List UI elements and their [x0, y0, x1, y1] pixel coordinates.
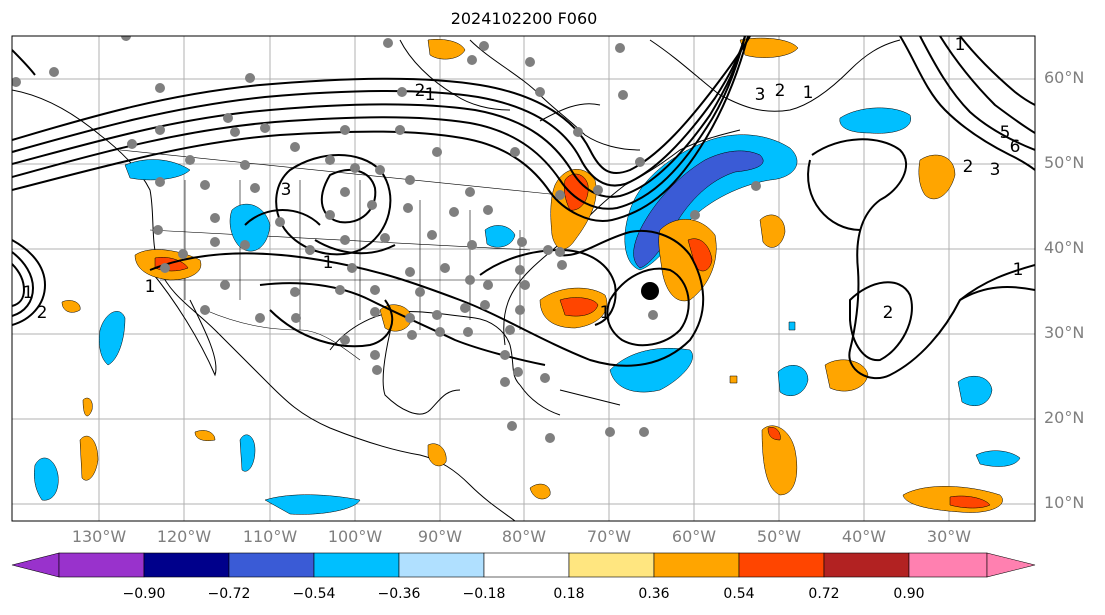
contour-label: 1	[145, 277, 156, 297]
contour-label: 2	[415, 81, 426, 101]
contour-label: 1	[23, 283, 34, 303]
lon-label: 90°W	[417, 527, 463, 546]
contour-lines	[12, 36, 1035, 380]
lon-label: 60°W	[671, 527, 717, 546]
colorbar-tick-label: 0.90	[893, 586, 925, 602]
colorbar	[11, 552, 1036, 578]
contour-label: 1	[323, 253, 334, 273]
colorbar-extend-high	[986, 552, 1036, 578]
lon-label: 40°W	[841, 527, 887, 546]
station-dots	[12, 36, 761, 443]
colorbar-segment	[908, 552, 988, 578]
map-frame	[11, 35, 1036, 522]
lon-label: 100°W	[327, 527, 383, 546]
lat-label: 50°N	[1044, 153, 1085, 172]
colorbar-segment	[58, 552, 145, 578]
lat-label: 20°N	[1044, 408, 1085, 427]
center-marker	[641, 282, 659, 300]
contour-label: 2	[775, 81, 786, 101]
lat-label: 10°N	[1044, 493, 1085, 512]
colorbar-tick-label: 0.72	[808, 586, 840, 602]
contour-label: 2	[37, 303, 48, 323]
contour-label: 3	[755, 85, 766, 105]
contour-label: 1	[955, 35, 966, 55]
lat-label: 60°N	[1044, 68, 1085, 87]
lon-label: 110°W	[242, 527, 298, 546]
contour-label: 5	[1000, 123, 1011, 143]
colorbar-tick-label: −0.36	[377, 586, 421, 602]
colorbar-segment	[738, 552, 825, 578]
lon-label: 130°W	[71, 527, 127, 546]
contour-label-group: 1 2 3 6 5 1 2 3 1 2 1 2 3 1 1 2 1 1	[23, 35, 1024, 323]
lon-label: 50°W	[756, 527, 802, 546]
contour-label: 3	[281, 180, 292, 200]
colorbar-tick-label: −0.90	[122, 586, 166, 602]
lon-label: 70°W	[586, 527, 632, 546]
colorbar-tick-label: −0.18	[462, 586, 506, 602]
colorbar-segment	[653, 552, 740, 578]
lat-label: 30°N	[1044, 323, 1085, 342]
contour-label: 2	[963, 157, 974, 177]
colorbar-segment	[143, 552, 230, 578]
colorbar-segment	[313, 552, 400, 578]
contour-label: 6	[1010, 137, 1021, 157]
colorbar-segment	[398, 552, 485, 578]
colorbar-segment	[228, 552, 315, 578]
lon-label: 30°W	[926, 527, 972, 546]
colorbar-tick-label: 0.54	[723, 586, 755, 602]
lon-label: 120°W	[156, 527, 212, 546]
colorbar-tick-label: 0.18	[553, 586, 585, 602]
anomaly-shading	[34, 37, 1021, 515]
colorbar-tick-label: 0.36	[638, 586, 670, 602]
colorbar-tick-label: −0.72	[207, 586, 251, 602]
colorbar-extend-low	[11, 552, 60, 578]
lat-label: 40°N	[1044, 238, 1085, 257]
colorbar-segment	[483, 552, 570, 578]
contour-label: 1	[425, 85, 436, 105]
map-title: 2024102200 F060	[450, 9, 598, 28]
colorbar-segment	[568, 552, 655, 578]
contour-label: 1	[1013, 260, 1024, 280]
colorbar-segment	[823, 552, 910, 578]
contour-label: 1	[803, 83, 814, 103]
colorbar-tick-label: −0.54	[292, 586, 336, 602]
contour-label: 2	[883, 303, 894, 323]
contour-label: 1	[600, 303, 611, 323]
lon-label: 80°W	[501, 527, 547, 546]
contour-label: 3	[990, 160, 1001, 180]
